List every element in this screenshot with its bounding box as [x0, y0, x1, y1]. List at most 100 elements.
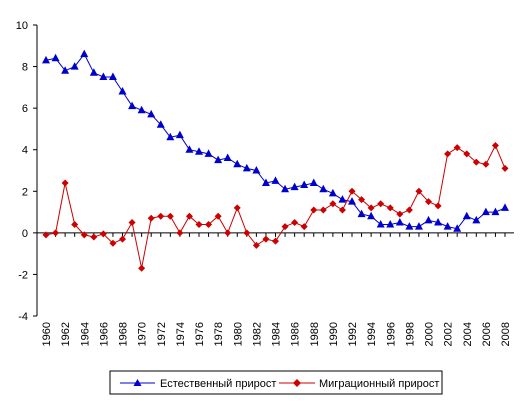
x-tick-label: 1968: [118, 322, 130, 346]
data-point: [137, 105, 146, 114]
y-axis: -4 -2 0 2 4 6 8 10: [16, 20, 38, 323]
data-point: [175, 130, 184, 139]
data-point: [300, 223, 308, 231]
x-tick-label: 1966: [98, 322, 110, 346]
data-point: [377, 200, 385, 208]
x-tick-label: 1960: [41, 322, 53, 346]
y-tick-label: 0: [22, 228, 28, 240]
data-point: [386, 220, 395, 228]
data-point: [214, 155, 223, 164]
y-tick-label: -4: [18, 311, 28, 323]
data-point: [128, 218, 136, 226]
series-migration: [42, 142, 509, 272]
data-point: [424, 215, 433, 224]
legend: Естественный прирост Миграционный прирос…: [109, 370, 443, 395]
x-axis: 1960 1962 1964 1966 1968 1970 1972 1974 1976 1978…: [37, 232, 514, 346]
x-tick-label: 1988: [309, 322, 321, 346]
data-point: [166, 212, 174, 220]
data-point: [472, 158, 480, 166]
data-point: [272, 237, 279, 245]
data-point: [90, 233, 98, 241]
data-point: [396, 210, 404, 218]
data-point: [348, 197, 356, 205]
data-point: [80, 231, 88, 239]
data-point: [501, 203, 509, 211]
y-tick-label: 6: [22, 103, 28, 115]
data-point: [42, 231, 50, 239]
series-line: [45, 53, 506, 230]
data-point: [482, 160, 490, 168]
data-point: [252, 166, 261, 174]
legend-label-natural: Естественный прирост: [160, 378, 276, 390]
data-point: [176, 229, 184, 237]
data-point: [319, 184, 328, 193]
data-point: [462, 211, 471, 220]
legend-marker-natural: [133, 379, 142, 386]
data-point: [70, 62, 79, 70]
data-point: [357, 209, 366, 218]
data-point: [453, 144, 461, 152]
data-point: [119, 235, 126, 243]
data-point: [99, 230, 107, 238]
data-point: [61, 179, 69, 187]
data-point: [386, 204, 394, 212]
x-tick-label: 2002: [443, 322, 455, 346]
data-point: [195, 221, 203, 229]
data-point: [61, 66, 70, 74]
x-tick-label: 2006: [481, 322, 493, 346]
data-point: [214, 212, 222, 220]
data-point: [185, 145, 194, 153]
data-point: [291, 218, 299, 226]
y-tick-label: 4: [22, 145, 28, 157]
data-point: [99, 72, 108, 80]
data-point: [491, 142, 499, 150]
x-tick-label: 2000: [424, 322, 436, 346]
data-point: [453, 224, 462, 232]
data-point: [242, 163, 251, 172]
data-point: [147, 109, 156, 118]
data-point: [501, 164, 509, 172]
data-point: [195, 147, 203, 155]
y-tick-label: -2: [18, 269, 28, 281]
data-point: [224, 229, 232, 237]
data-point: [319, 206, 327, 214]
data-point: [481, 207, 490, 216]
x-tick-label: 1998: [404, 322, 416, 346]
data-point: [367, 204, 375, 212]
data-point: [405, 206, 413, 214]
data-point: [425, 198, 432, 206]
data-point: [271, 176, 280, 184]
data-point: [310, 206, 318, 214]
data-point: [205, 221, 213, 229]
x-tick-label: 1978: [213, 322, 225, 346]
data-point: [300, 180, 309, 189]
x-tick-label: 1990: [328, 322, 340, 346]
data-point: [415, 187, 423, 195]
series-natural: [42, 49, 509, 232]
x-tick-label: 1974: [175, 322, 187, 346]
x-tick-label: 1992: [347, 322, 359, 346]
data-point: [166, 132, 175, 141]
data-point: [89, 68, 98, 76]
data-point: [185, 212, 193, 220]
data-point: [157, 212, 165, 220]
data-point: [109, 239, 117, 247]
data-point: [42, 55, 50, 64]
data-point: [290, 182, 299, 191]
x-tick-label: 1970: [137, 322, 149, 346]
data-point: [367, 211, 376, 220]
data-point: [338, 195, 347, 203]
series-layer: [42, 49, 509, 272]
data-point: [376, 220, 385, 228]
legend-marker-migration: [293, 379, 301, 387]
data-point: [472, 215, 481, 224]
data-point: [108, 72, 117, 80]
data-point: [395, 217, 404, 226]
x-tick-label: 1994: [366, 322, 378, 346]
x-tick-label: 1972: [156, 322, 168, 346]
data-point: [491, 207, 500, 216]
data-point: [414, 222, 423, 230]
data-point: [147, 214, 155, 222]
x-tick-label: 1962: [60, 322, 72, 346]
y-tick-label: 2: [22, 186, 28, 198]
